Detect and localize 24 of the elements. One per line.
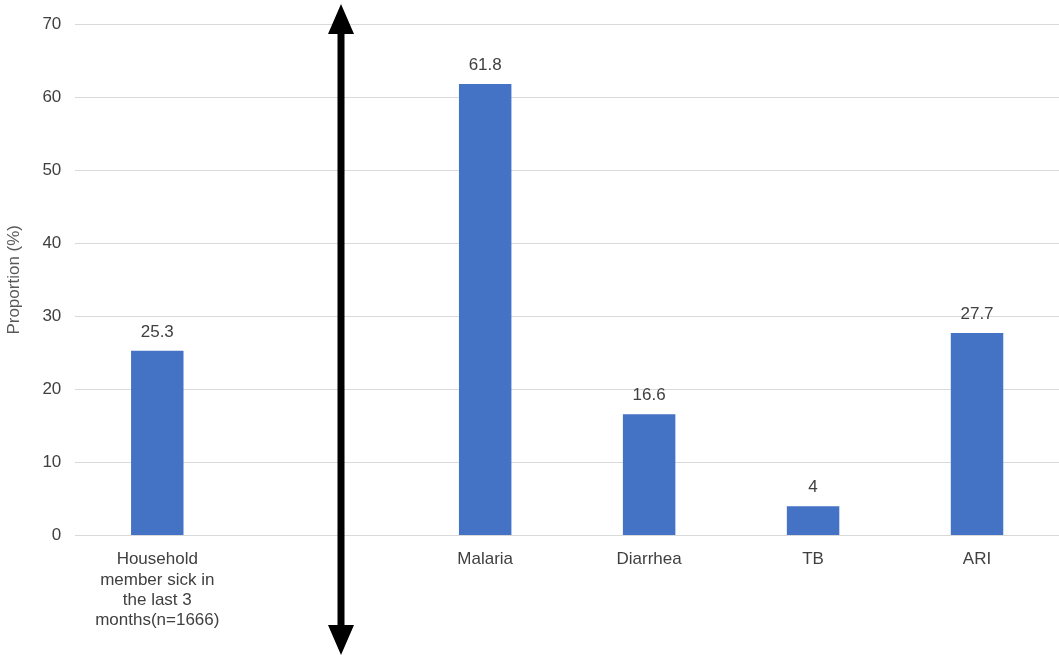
data-label: 4 bbox=[808, 477, 818, 497]
bar bbox=[950, 333, 1004, 535]
bar bbox=[131, 350, 184, 535]
y-tick-label: 50 bbox=[42, 159, 62, 179]
bar bbox=[458, 84, 512, 535]
x-tick-label: TB bbox=[802, 549, 824, 569]
y-tick-label: 60 bbox=[42, 86, 62, 106]
data-label: 25.3 bbox=[140, 321, 174, 341]
x-tick-label: ARI bbox=[962, 549, 992, 569]
y-tick-label: 30 bbox=[42, 306, 62, 325]
y-tick-label: 70 bbox=[42, 13, 62, 33]
data-label: 16.6 bbox=[632, 385, 666, 405]
y-tick-label: 0 bbox=[51, 525, 62, 545]
y-tick-label: 20 bbox=[42, 379, 62, 399]
x-tick-label: Household member sick in the last 3 months(n=1666) bbox=[95, 549, 220, 630]
y-tick-label: 10 bbox=[42, 452, 62, 472]
x-tick-label: Malaria bbox=[457, 549, 514, 569]
x-tick-label: Diarrhea bbox=[616, 549, 683, 569]
bar bbox=[622, 414, 676, 535]
data-label: 27.7 bbox=[960, 304, 994, 324]
data-label: 61.8 bbox=[468, 55, 502, 75]
y-axis-title: Proportion (%) bbox=[3, 225, 23, 335]
bar bbox=[786, 506, 840, 535]
y-tick-label: 40 bbox=[42, 232, 62, 252]
